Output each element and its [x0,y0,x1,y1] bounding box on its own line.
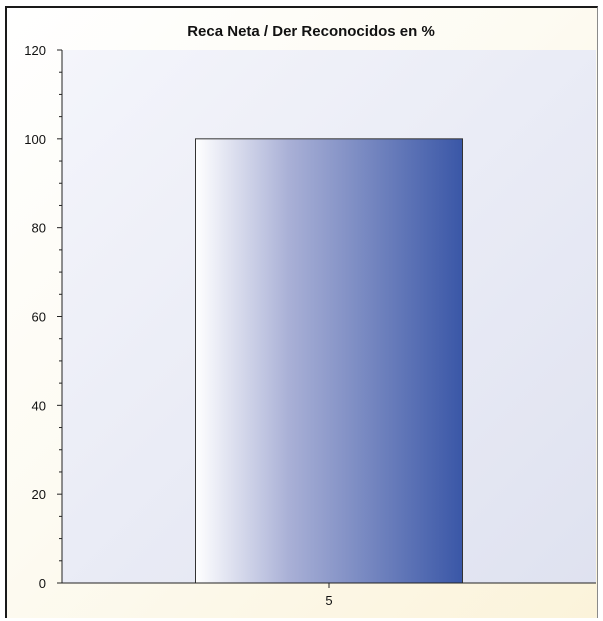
bar-5 [195,138,463,584]
chart-title: Reca Neta / Der Reconocidos en % [187,23,435,40]
y-axis: 0 20 40 60 80 100 120 [24,43,63,591]
y-tick-label: 20 [32,487,46,502]
x-tick-label: 5 [325,593,332,608]
y-tick-label: 120 [24,43,46,58]
x-axis: 5 [62,582,596,608]
y-tick-label: 80 [32,221,46,236]
y-tick-label: 40 [32,398,46,413]
y-tick-label: 60 [32,310,46,325]
y-tick-label: 100 [24,132,46,147]
bars [195,138,463,584]
y-tick-label: 0 [39,576,46,591]
